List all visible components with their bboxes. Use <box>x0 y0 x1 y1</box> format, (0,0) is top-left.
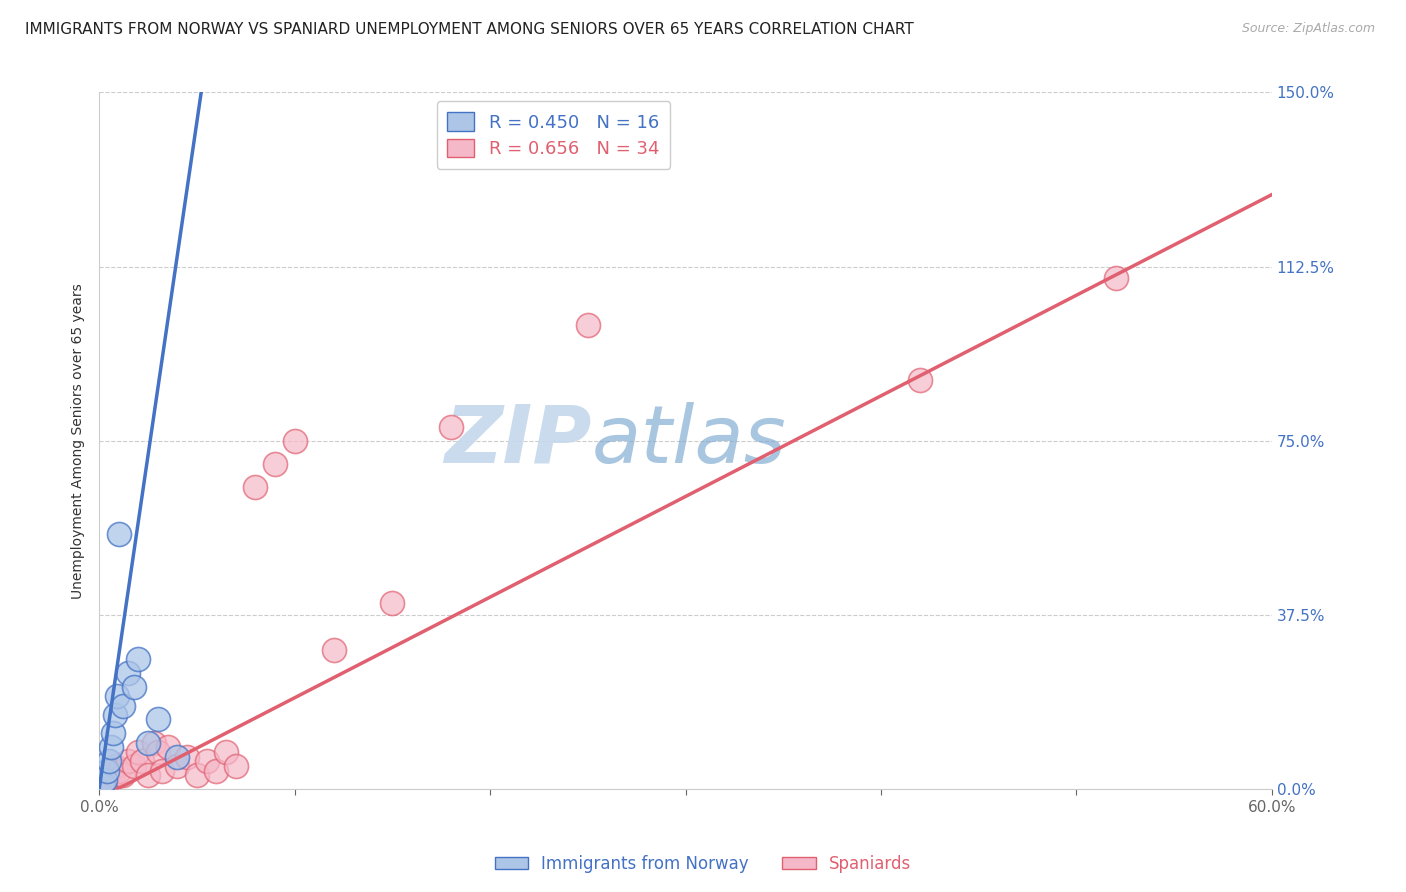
Text: ZIP: ZIP <box>444 401 592 480</box>
Point <box>94 772 117 787</box>
Point <box>146 745 169 759</box>
Point <box>166 749 188 764</box>
Point <box>107 526 129 541</box>
Point <box>104 759 127 773</box>
Point <box>205 764 228 778</box>
Point <box>117 665 139 680</box>
Point <box>124 680 146 694</box>
Point <box>100 740 122 755</box>
Text: IMMIGRANTS FROM NORWAY VS SPANIARD UNEMPLOYMENT AMONG SENIORS OVER 65 YEARS CORR: IMMIGRANTS FROM NORWAY VS SPANIARD UNEMP… <box>25 22 914 37</box>
Point <box>117 754 139 768</box>
Point <box>101 768 124 782</box>
Point <box>440 419 463 434</box>
Point <box>124 759 146 773</box>
Point <box>107 764 129 778</box>
Text: Source: ZipAtlas.com: Source: ZipAtlas.com <box>1241 22 1375 36</box>
Point <box>322 642 344 657</box>
Point <box>97 772 120 787</box>
Point <box>195 754 218 768</box>
Point <box>101 726 124 740</box>
Point <box>150 764 173 778</box>
Point <box>136 768 159 782</box>
Point <box>96 764 118 778</box>
Point <box>96 768 118 782</box>
Point <box>136 736 159 750</box>
Point <box>91 777 114 791</box>
Point <box>381 596 404 610</box>
Point <box>215 745 238 759</box>
Point <box>284 434 307 448</box>
Point <box>105 690 128 704</box>
Point <box>100 764 122 778</box>
Point <box>1104 271 1126 285</box>
Point <box>156 740 179 755</box>
Legend: R = 0.450   N = 16, R = 0.656   N = 34: R = 0.450 N = 16, R = 0.656 N = 34 <box>436 102 671 169</box>
Point <box>111 698 134 713</box>
Point <box>166 759 188 773</box>
Point <box>127 652 149 666</box>
Point <box>576 318 599 332</box>
Point <box>131 754 153 768</box>
Point <box>91 777 114 791</box>
Point <box>186 768 208 782</box>
Point <box>146 713 169 727</box>
Point <box>127 745 149 759</box>
Point <box>176 749 198 764</box>
Point <box>111 768 134 782</box>
Point <box>104 707 127 722</box>
Text: atlas: atlas <box>592 401 786 480</box>
Point <box>264 457 287 471</box>
Point <box>225 759 247 773</box>
Point <box>142 736 165 750</box>
Point <box>908 373 931 387</box>
Y-axis label: Unemployment Among Seniors over 65 years: Unemployment Among Seniors over 65 years <box>72 283 86 599</box>
Legend: Immigrants from Norway, Spaniards: Immigrants from Norway, Spaniards <box>488 848 918 880</box>
Point <box>94 772 117 787</box>
Point <box>97 754 120 768</box>
Point <box>245 480 267 494</box>
